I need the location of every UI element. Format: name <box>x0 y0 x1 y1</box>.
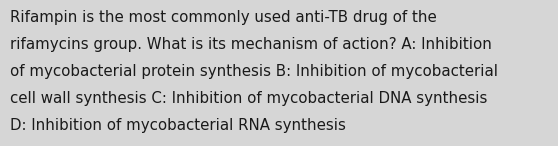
Text: rifamycins group. What is its mechanism of action? A: Inhibition: rifamycins group. What is its mechanism … <box>10 37 492 52</box>
Text: of mycobacterial protein synthesis B: Inhibition of mycobacterial: of mycobacterial protein synthesis B: In… <box>10 64 498 79</box>
Text: cell wall synthesis C: Inhibition of mycobacterial DNA synthesis: cell wall synthesis C: Inhibition of myc… <box>10 91 488 106</box>
Text: Rifampin is the most commonly used anti-TB drug of the: Rifampin is the most commonly used anti-… <box>10 10 437 25</box>
Text: D: Inhibition of mycobacterial RNA synthesis: D: Inhibition of mycobacterial RNA synth… <box>10 118 346 133</box>
